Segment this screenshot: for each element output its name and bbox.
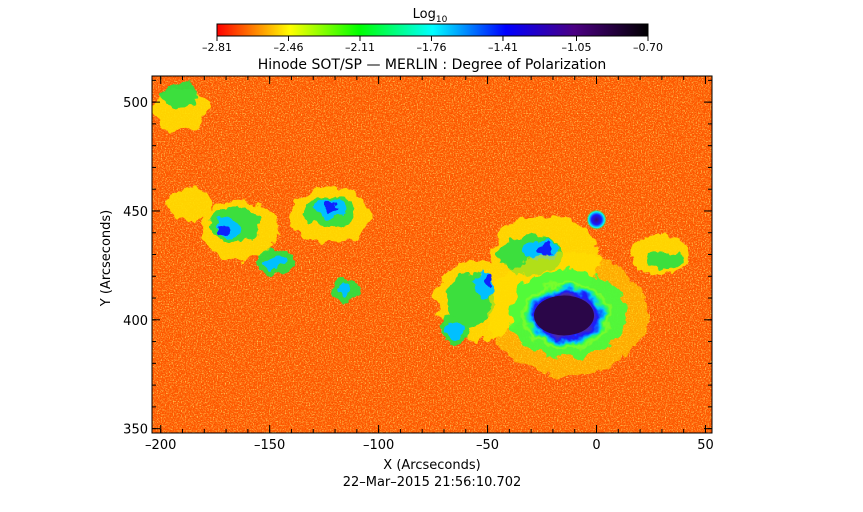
x-tick-label: –150 xyxy=(254,438,285,453)
x-tick-label: –200 xyxy=(145,438,176,453)
colorbar-ticks: –2.81 –2.46 –2.11 –1.76 –1.41 –1.05 –0.70 xyxy=(202,36,663,54)
y-axis-label: Y (Arcseconds) xyxy=(99,210,114,307)
colorbar-tick-label: –0.70 xyxy=(633,41,663,54)
x-axis-label: X (Arcseconds) xyxy=(383,458,480,473)
y-tick-label: 450 xyxy=(123,205,148,220)
colorbar-tick-label: –1.41 xyxy=(488,41,518,54)
chart-title: Hinode SOT/SP — MERLIN : Degree of Polar… xyxy=(258,57,607,73)
x-tick-label: 50 xyxy=(697,438,714,453)
colorbar xyxy=(216,23,649,37)
y-tick-label: 400 xyxy=(123,314,148,329)
colorbar-label: Log10 xyxy=(413,7,448,25)
magnetic-features xyxy=(520,209,613,350)
sunspot-umbra xyxy=(534,295,595,336)
colorbar-tick-label: –1.76 xyxy=(416,41,446,54)
heatmap-image xyxy=(152,76,712,433)
colorbar-tick-label: –2.46 xyxy=(273,41,303,54)
x-tick-label: –100 xyxy=(363,438,394,453)
x-tick-label: –50 xyxy=(476,438,499,453)
colorbar-tick-label: –1.05 xyxy=(562,41,592,54)
y-tick-label: 350 xyxy=(123,423,148,438)
colorbar-tick-label: –2.11 xyxy=(345,41,375,54)
y-tick-label: 500 xyxy=(123,96,148,111)
pore xyxy=(586,209,607,230)
x-tick-label: 0 xyxy=(592,438,600,453)
axes: –200 –150 –100 –50 0 50 350 400 450 500 xyxy=(123,76,714,453)
timestamp: 22–Mar–2015 21:56:10.702 xyxy=(343,475,522,490)
colorbar-tick-label: –2.81 xyxy=(202,41,232,54)
